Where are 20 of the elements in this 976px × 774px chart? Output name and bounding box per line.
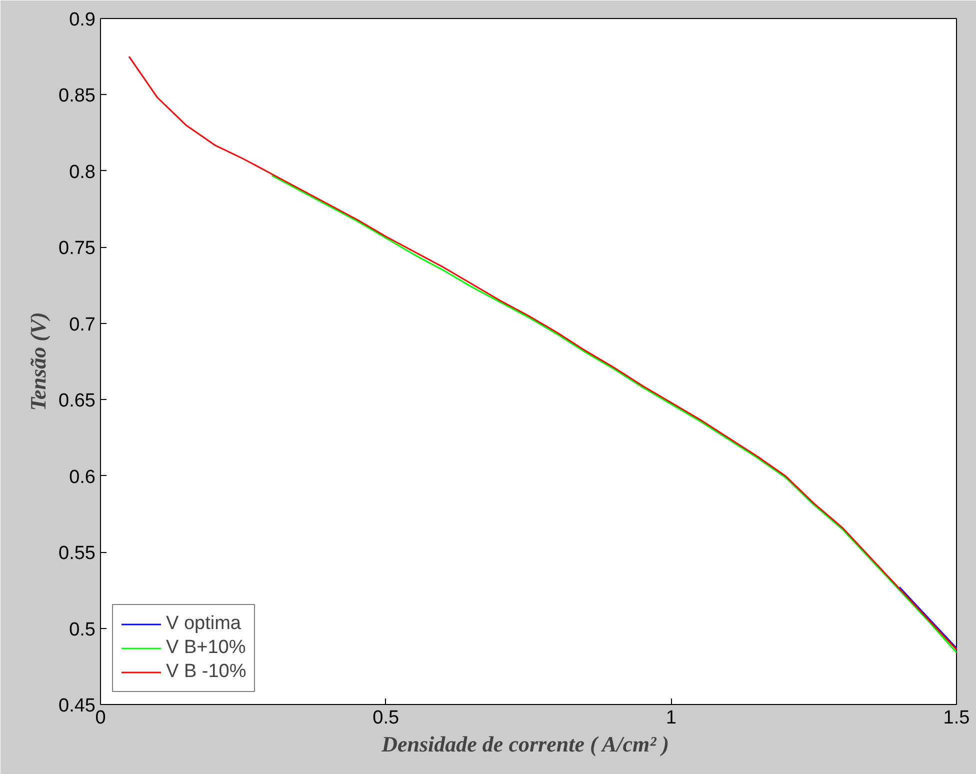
x-axis-title: Densidade de corrente ( A/cm² ) — [380, 732, 670, 756]
legend-label: V B -10% — [166, 661, 246, 683]
y-tick-label: 0.65 — [58, 390, 96, 412]
x-tick-label: 1.5 — [943, 708, 970, 728]
x-tick-label: 1 — [666, 708, 676, 728]
y-tick-label: 0.45 — [58, 696, 96, 716]
line-series — [270, 174, 956, 654]
y-tick-label: 0.75 — [58, 238, 96, 260]
legend-label: V optima — [166, 613, 241, 635]
y-tick-label: 0.6 — [69, 466, 96, 488]
x-tick-label: 0 — [95, 708, 106, 728]
x-tick-label: 0.5 — [372, 708, 400, 728]
y-axis-title: Tensão (V) — [26, 312, 51, 411]
y-tick-label: 0.7 — [69, 314, 96, 336]
y-tick-label: 0.5 — [69, 619, 96, 640]
y-tick-label: 0.85 — [58, 86, 96, 107]
y-tick-label: 0.8 — [69, 162, 96, 183]
y-tick-label: 0.9 — [69, 10, 96, 30]
legend-label: V B+10% — [166, 637, 246, 659]
y-tick-label: 0.55 — [58, 543, 96, 564]
